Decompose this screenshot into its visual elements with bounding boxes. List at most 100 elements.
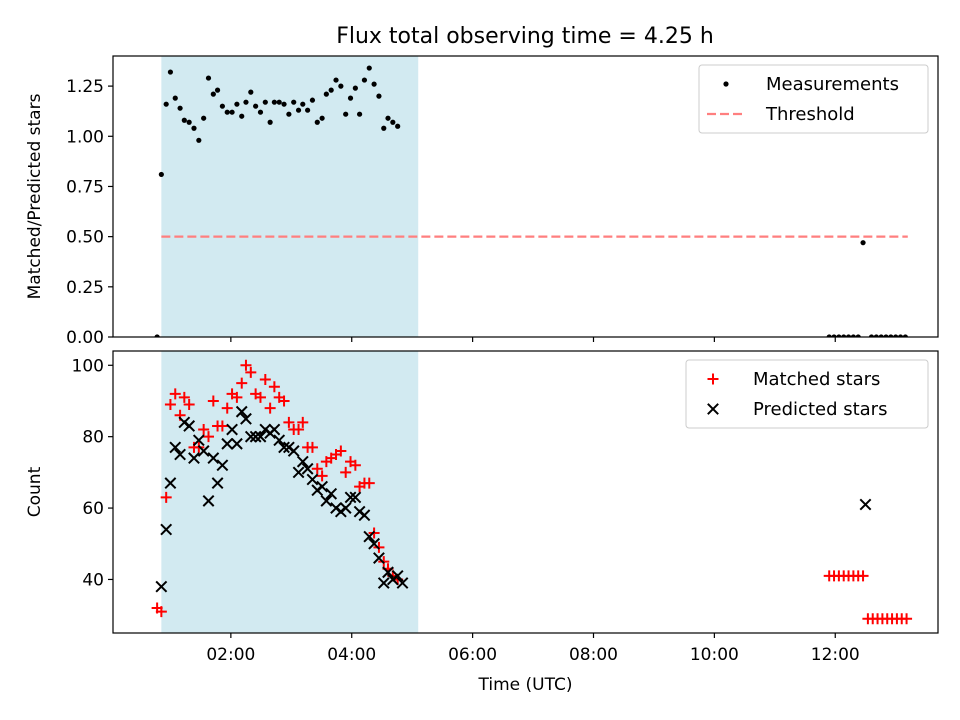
top-dot-point xyxy=(177,105,183,111)
bottom-x-point xyxy=(382,566,394,579)
bottom-x-point xyxy=(169,441,182,454)
top-dot-point xyxy=(826,334,832,337)
top-dot-point xyxy=(878,334,884,337)
top-dot-point xyxy=(850,334,856,337)
bottom-x-point xyxy=(197,445,210,457)
top-dot-point xyxy=(210,91,216,97)
bottom-x-point xyxy=(325,487,338,500)
top-dot-point xyxy=(305,107,311,113)
top-dot-point xyxy=(873,334,879,337)
top-dot-point xyxy=(366,65,372,71)
top-dot-point xyxy=(214,87,221,93)
top-dot-point xyxy=(831,334,837,337)
y-tick-label: 0.75 xyxy=(66,177,104,197)
bottom-plus-point xyxy=(316,470,328,482)
top-dot-point xyxy=(319,115,325,121)
top-dot-point xyxy=(172,95,178,101)
axes-frame xyxy=(112,350,939,634)
top-dot-point xyxy=(158,171,164,178)
data-points xyxy=(154,65,908,337)
bottom-plus-point xyxy=(268,381,280,393)
bottom-x-point xyxy=(226,423,238,436)
bottom-plus-point xyxy=(169,388,181,400)
legend-label: Matched stars xyxy=(753,369,880,390)
top-dot-point xyxy=(841,334,847,337)
top-dot-point xyxy=(154,334,160,337)
top-dot-point xyxy=(181,117,187,123)
bottom-plus-point xyxy=(155,606,167,618)
bottom-plus-point xyxy=(293,424,305,436)
bottom-x-point xyxy=(216,459,229,472)
top-dot-point xyxy=(361,77,368,83)
top-dot-point xyxy=(395,123,401,129)
bottom-x-point xyxy=(249,430,262,443)
top-dot-point xyxy=(276,99,282,105)
y-axis-label: Matched/Predicted stars xyxy=(25,93,45,299)
y-tick-label: 0.00 xyxy=(66,328,104,348)
bottom-plus-point xyxy=(183,399,195,411)
top-dot-point xyxy=(163,101,169,107)
top-dot-point xyxy=(267,119,273,125)
top-dot-point xyxy=(286,111,292,117)
top-dot-point xyxy=(271,99,277,105)
top-dot-point xyxy=(196,137,202,143)
bottom-x-point xyxy=(349,491,362,504)
bottom-plus-point xyxy=(160,491,172,503)
bottom-x-point xyxy=(183,420,196,432)
top-dot-point xyxy=(262,99,268,105)
bottom-plus-point xyxy=(221,402,233,414)
bottom-x-point xyxy=(235,405,248,418)
bottom-plus-point xyxy=(340,466,352,478)
top-dot-point xyxy=(224,109,230,115)
top-dot-point xyxy=(229,109,235,115)
y-tick-label: 0.50 xyxy=(66,228,104,248)
top-dot-point xyxy=(352,85,358,91)
bottom-x-point xyxy=(373,552,385,564)
bottom-plus-point xyxy=(297,416,309,428)
top-panel: 0.00 0.25 0.50 0.75 1.00 1.25 Matched/Predicte… xyxy=(25,55,939,348)
y-tick-label: 1.25 xyxy=(66,77,104,97)
bottom-x-point xyxy=(339,502,352,514)
top-dot-point xyxy=(295,107,302,113)
bottom-plus-point xyxy=(283,416,295,428)
bottom-plus-point xyxy=(254,391,266,403)
top-dot-point xyxy=(893,334,899,337)
bottom-x-point xyxy=(244,430,257,443)
bottom-plus-point xyxy=(901,613,913,625)
top-dot-point xyxy=(314,119,320,125)
bottom-x-point xyxy=(396,577,409,589)
bottom-plus-point xyxy=(278,395,290,407)
axes-frame xyxy=(112,55,939,338)
x-tick-label: 12:00 xyxy=(811,645,860,665)
top-dot-point xyxy=(323,91,329,97)
y-tick-label: 40 xyxy=(82,570,104,590)
legend-marker xyxy=(723,81,729,87)
bottom-x-point xyxy=(377,577,390,589)
bottom-x-point xyxy=(292,466,305,479)
bottom-x-point xyxy=(202,495,215,507)
bottom-x-point xyxy=(344,491,357,504)
top-dot-point xyxy=(253,103,259,109)
x-tick-label: 06:00 xyxy=(448,645,497,665)
top-dot-point xyxy=(205,75,212,81)
top-dot-point xyxy=(343,111,349,117)
legend-label: Measurements xyxy=(766,74,899,95)
bottom-x-point xyxy=(240,412,252,425)
top-dot-point xyxy=(371,81,377,87)
top-dot-point xyxy=(888,334,894,337)
bottom-plus-point xyxy=(259,374,271,386)
legend-label: Threshold xyxy=(765,104,855,125)
top-dot-point xyxy=(248,89,254,95)
top-dot-point xyxy=(243,99,249,105)
top-dot-point xyxy=(860,240,866,246)
top-dot-point xyxy=(239,113,245,119)
bottom-x-point xyxy=(221,437,234,450)
bottom-x-point xyxy=(160,523,173,536)
top-dot-point xyxy=(219,103,225,109)
x-tick-label: 02:00 xyxy=(206,645,255,665)
y-tick-label: 0.25 xyxy=(66,278,104,298)
top-dot-point xyxy=(257,109,264,115)
bottom-x-point xyxy=(306,473,319,486)
y-tick-label: 100 xyxy=(72,356,104,376)
